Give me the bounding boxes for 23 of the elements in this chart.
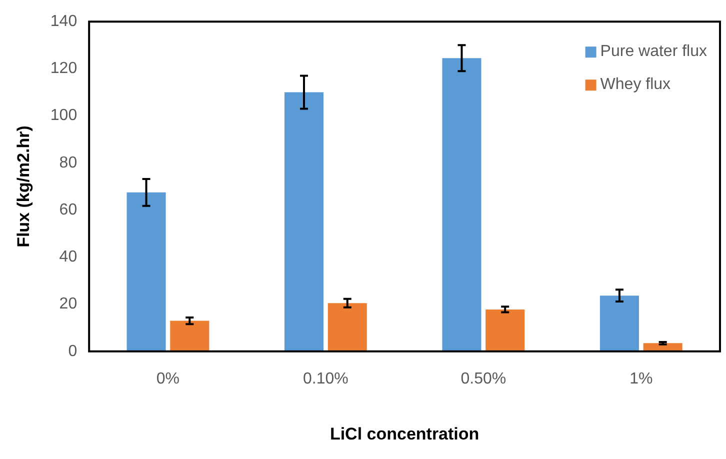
- x-tick-label: 1%: [630, 370, 653, 388]
- x-tick-label: 0.50%: [460, 370, 506, 388]
- y-tick-label: 20: [59, 296, 78, 313]
- y-tick-label: 100: [50, 107, 78, 124]
- bar: [486, 309, 525, 352]
- bar: [126, 192, 166, 352]
- bar: [442, 58, 482, 352]
- y-tick-label: 80: [59, 154, 78, 172]
- x-axis-title: LiCl concentration: [330, 424, 480, 444]
- legend-label: Whey flux: [600, 76, 671, 94]
- y-tick-label: 40: [59, 248, 78, 266]
- bar: [600, 296, 639, 352]
- y-tick-label: 140: [50, 13, 78, 30]
- y-tick-label: 60: [59, 201, 78, 218]
- y-tick-label: 120: [50, 60, 78, 78]
- bar: [328, 303, 367, 352]
- bar: [170, 320, 210, 352]
- bar: [284, 92, 324, 352]
- legend-label: Pure water flux: [600, 43, 708, 60]
- y-axis-title: Flux (kg/m2.hr): [14, 126, 33, 248]
- x-tick-label: 0.10%: [302, 370, 348, 388]
- y-tick-label: 0: [68, 342, 78, 360]
- x-tick-label: 0%: [156, 370, 180, 388]
